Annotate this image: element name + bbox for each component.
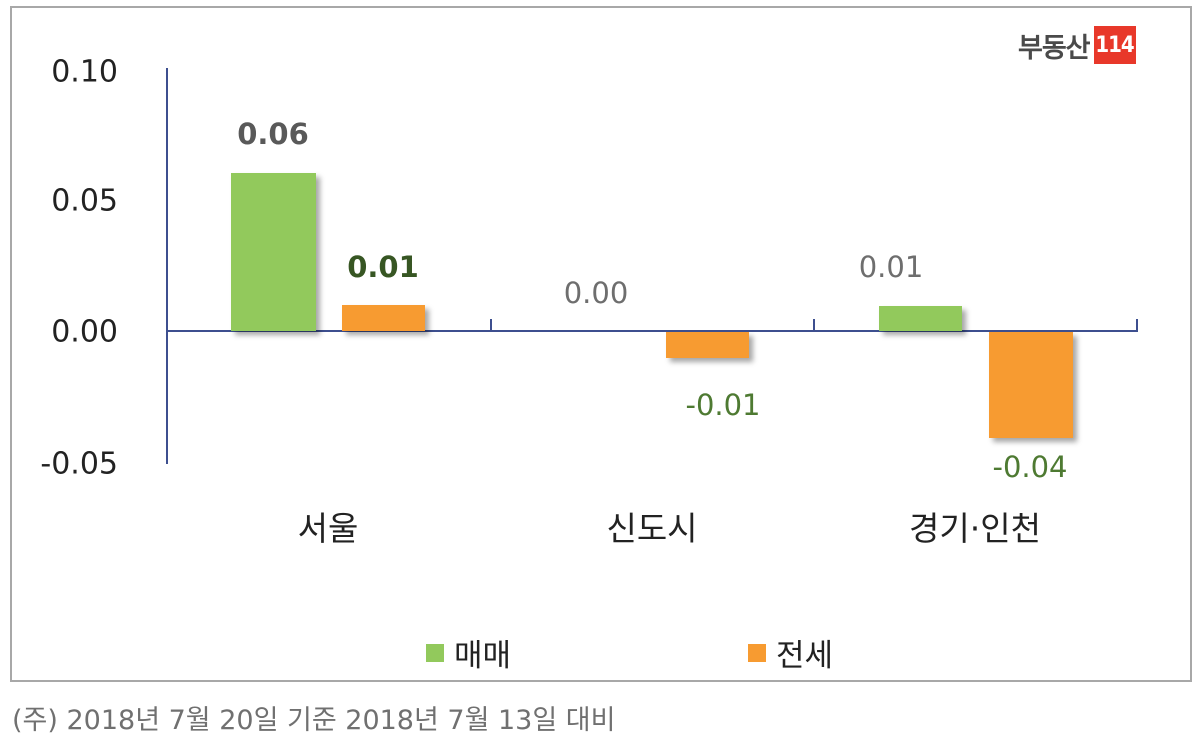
y-tick-label: 0.10 <box>51 54 118 90</box>
x-tick-mark <box>490 319 492 331</box>
y-tick-label: -0.05 <box>40 446 118 482</box>
data-label-maemae-gyeonggi: 0.01 <box>858 250 924 284</box>
legend-label: 매매 <box>454 638 512 674</box>
data-label-jeonse-sindosi: -0.01 <box>685 388 761 422</box>
logo-badge: 114 <box>1093 26 1136 64</box>
x-tick-mark <box>1136 319 1138 331</box>
bar-jeonse-gyeonggi <box>989 332 1073 438</box>
bar-maemae-gyeonggi <box>879 306 962 331</box>
data-label-maemae-seoul: 0.06 <box>237 117 309 151</box>
x-category-sindosi: 신도시 <box>606 509 698 548</box>
data-label-maemae-sindosi: 0.00 <box>563 276 629 310</box>
footnote: (주) 2018년 7월 20일 기준 2018년 7월 13일 대비 <box>12 705 616 736</box>
bar-maemae-seoul <box>231 173 316 331</box>
x-category-seoul: 서울 <box>297 509 359 548</box>
data-label-jeonse-seoul: 0.01 <box>347 250 419 284</box>
legend-swatch-green <box>426 643 444 662</box>
brand-logo: 부동산 114 <box>1018 26 1136 64</box>
x-axis-line <box>166 330 1138 332</box>
x-tick-mark <box>813 319 815 331</box>
legend-label: 전세 <box>776 638 834 674</box>
legend-item-jeonse: 전세 <box>748 630 833 675</box>
bar-jeonse-sindosi <box>666 332 749 358</box>
bar-jeonse-seoul <box>342 305 425 331</box>
legend-item-maemae: 매매 <box>426 630 511 675</box>
logo-text: 부동산 <box>1018 32 1091 64</box>
x-category-gyeonggi-incheon: 경기·인천 <box>909 509 1041 548</box>
y-tick-label: 0.00 <box>51 314 118 350</box>
y-axis-line <box>166 68 168 464</box>
y-tick-label: 0.05 <box>51 183 118 219</box>
data-label-jeonse-gyeonggi: -0.04 <box>992 450 1068 484</box>
legend-swatch-orange <box>748 643 766 662</box>
